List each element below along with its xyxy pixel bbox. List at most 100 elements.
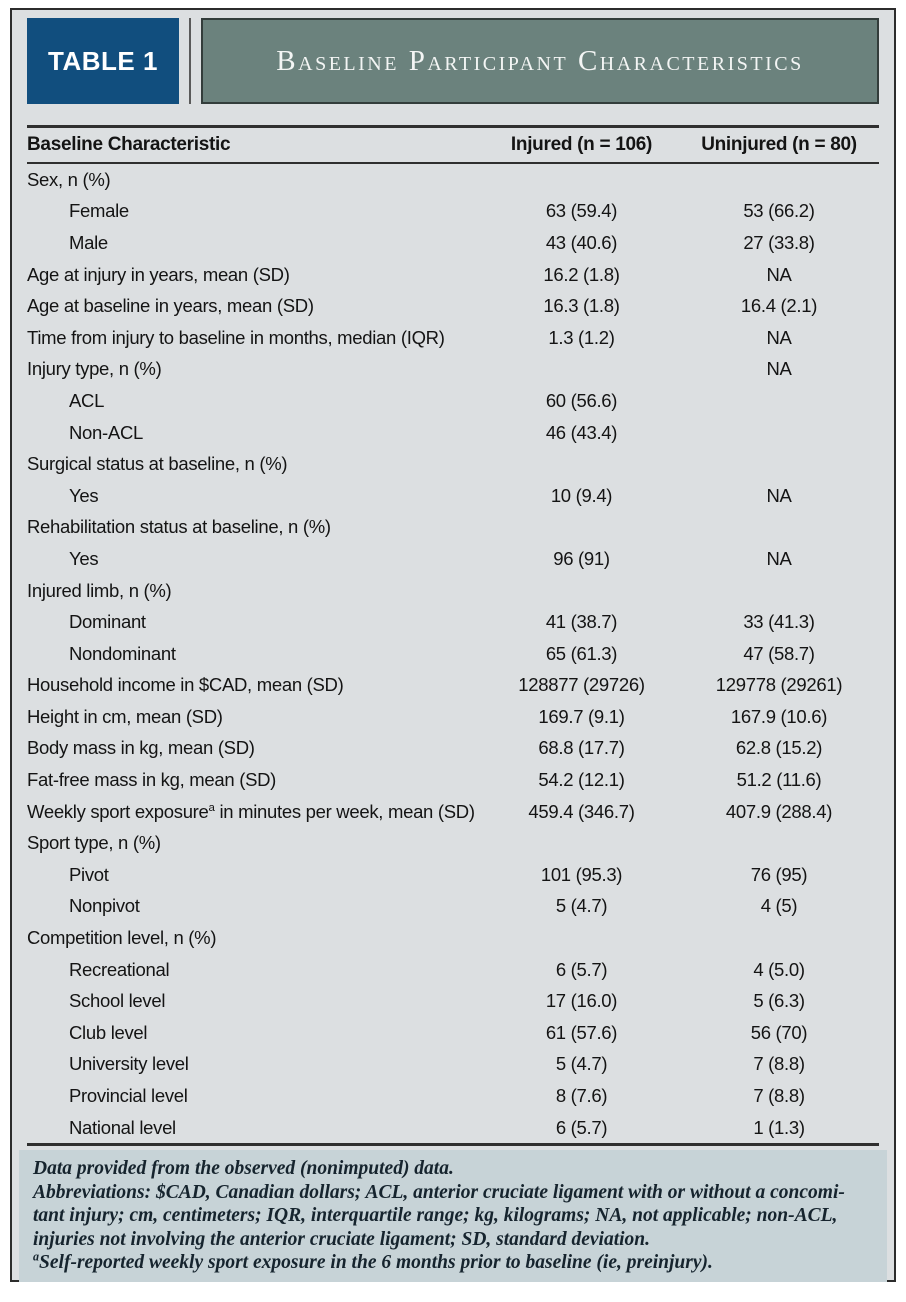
table-row: Sex, n (%) (27, 164, 879, 196)
table-row: Height in cm, mean (SD) 169.7 (9.1) 167.9 … (27, 701, 879, 733)
table-row: ACL 60 (56.6) (27, 385, 879, 417)
uninjured-value: 1 (1.3) (753, 1116, 805, 1138)
column-header-injured: Injured (n = 106) (510, 134, 653, 155)
table-row: Dominant 41 (38.7) 33 (41.3) (27, 606, 879, 638)
injured-value: 5 (4.7) (555, 895, 608, 917)
table-row: Rehabilitation status at baseline, n (%) (27, 512, 879, 544)
table-row: Age at baseline in years, mean (SD) 16.3 … (27, 290, 879, 322)
superscript-marker: a (33, 1249, 40, 1264)
uninjured-value: 7 (8.8) (753, 1053, 805, 1075)
table-row: Provincial level 8 (7.6) 7 (8.8) (27, 1080, 879, 1112)
row-label: University level (69, 1053, 189, 1075)
uninjured-value: 4 (5) (760, 895, 798, 917)
uninjured-value: 27 (33.8) (743, 231, 815, 253)
table-row: Age at injury in years, mean (SD) 16.2 (1… (27, 259, 879, 291)
footnote-line: injuries not involving the anterior cruc… (33, 1228, 651, 1250)
injured-value: 16.2 (1.8) (543, 263, 620, 285)
injured-value: 5 (4.7) (555, 1053, 608, 1075)
uninjured-value: NA (766, 326, 792, 348)
injured-value: 1.3 (1.2) (548, 326, 615, 348)
uninjured-value: NA (766, 484, 792, 506)
uninjured-value: 76 (95) (750, 863, 808, 885)
injured-value: 128877 (29726) (518, 674, 645, 696)
row-label: Dominant (69, 611, 146, 633)
uninjured-value: 4 (5.0) (753, 958, 805, 980)
table-row: Nondominant 65 (61.3) 47 (58.7) (27, 638, 879, 670)
row-label: ACL (69, 389, 105, 411)
row-label: Yes (69, 484, 99, 506)
injured-value: 65 (61.3) (545, 642, 618, 664)
table-row: Recreational 6 (5.7) 4 (5.0) (27, 954, 879, 986)
uninjured-value: NA (766, 263, 792, 285)
injured-value: 10 (9.4) (550, 484, 613, 506)
table-row: Household income in $CAD, mean (SD) 12887… (27, 670, 879, 702)
table-row: Injury type, n (%) NA (27, 354, 879, 386)
row-label: Height in cm, mean (SD) (27, 705, 223, 727)
table-number-badge: TABLE 1 (27, 18, 179, 104)
table-row: Time from injury to baseline in months, … (27, 322, 879, 354)
table-title: Baseline Participant Characteristics (201, 18, 879, 104)
row-label: Yes (69, 547, 99, 569)
row-label: Non-ACL (69, 421, 143, 443)
injured-value: 8 (7.6) (555, 1085, 608, 1107)
table-row: Sport type, n (%) (27, 827, 879, 859)
uninjured-value: 51.2 (11.6) (736, 769, 822, 791)
injured-value: 41 (38.7) (545, 611, 618, 633)
table-header: TABLE 1 Baseline Participant Characteris… (27, 18, 879, 104)
uninjured-value: 5 (6.3) (753, 990, 805, 1012)
footnotes-box: Data provided from the observed (nonimpu… (19, 1150, 887, 1282)
bottom-rule (27, 1143, 879, 1147)
row-label: Age at injury in years, mean (SD) (27, 263, 290, 285)
table-row: Fat-free mass in kg, mean (SD) 54.2 (12.1… (27, 764, 879, 796)
row-label: Sex, n (%) (27, 168, 111, 190)
row-label: National level (69, 1116, 176, 1138)
top-rule (27, 125, 879, 128)
row-label: Club level (69, 1021, 148, 1043)
table-row: Pivot 101 (95.3) 76 (95) (27, 859, 879, 891)
uninjured-value: 7 (8.8) (753, 1085, 805, 1107)
table-row: Yes 10 (9.4) NA (27, 480, 879, 512)
table-row: Surgical status at baseline, n (%) (27, 448, 879, 480)
injured-value: 68.8 (17.7) (538, 737, 625, 759)
row-label: Household income in $CAD, mean (SD) (27, 674, 344, 696)
injured-value: 16.3 (1.8) (543, 295, 620, 317)
table-row: Injured limb, n (%) (27, 575, 879, 607)
footnote-line: Data provided from the observed (nonimpu… (33, 1158, 454, 1180)
uninjured-value: 33 (41.3) (743, 611, 815, 633)
uninjured-value: 53 (66.2) (743, 200, 815, 222)
row-label: Weekly sport exposurea in minutes per we… (27, 800, 475, 822)
footnote-line: Abbreviations: $CAD, Canadian dollars; A… (33, 1181, 845, 1203)
table-row: Male 43 (40.6) 27 (33.8) (27, 227, 879, 259)
row-label: Time from injury to baseline in months, … (27, 326, 445, 348)
table-row: Yes 96 (91) NA (27, 543, 879, 575)
injured-value: 6 (5.7) (555, 1116, 608, 1138)
table-panel: TABLE 1 Baseline Participant Characteris… (10, 8, 896, 1282)
row-label: Body mass in kg, mean (SD) (27, 737, 255, 759)
row-label: Competition level, n (%) (27, 927, 217, 949)
injured-value: 43 (40.6) (545, 231, 618, 253)
row-label: Female (69, 200, 129, 222)
row-label: Nondominant (69, 642, 176, 664)
table-body: Sex, n (%) Female 63 (59.4) 53 (66.2) Male 43… (27, 164, 879, 1143)
injured-value: 96 (91) (553, 547, 610, 569)
superscript-marker: a (208, 801, 215, 814)
injured-value: 101 (95.3) (540, 863, 623, 885)
column-header-uninjured: Uninjured (n = 80) (701, 134, 857, 155)
table-row: University level 5 (4.7) 7 (8.8) (27, 1049, 879, 1081)
uninjured-value: 47 (58.7) (743, 642, 815, 664)
row-label: Age at baseline in years, mean (SD) (27, 295, 314, 317)
table-row: School level 17 (16.0) 5 (6.3) (27, 985, 879, 1017)
uninjured-value: 167.9 (10.6) (730, 705, 828, 727)
row-label: Injury type, n (%) (27, 358, 162, 380)
column-header-characteristic: Baseline Characteristic (27, 134, 231, 155)
column-header-rule (27, 162, 879, 164)
row-label: Provincial level (69, 1085, 188, 1107)
injured-value: 60 (56.6) (545, 389, 618, 411)
row-label: Surgical status at baseline, n (%) (27, 453, 288, 475)
row-label: Fat-free mass in kg, mean (SD) (27, 769, 277, 791)
uninjured-value: 16.4 (2.1) (740, 295, 818, 317)
table-row: National level 6 (5.7) 1 (1.3) (27, 1112, 879, 1144)
uninjured-value: 56 (70) (750, 1021, 808, 1043)
injured-value: 459.4 (346.7) (528, 800, 635, 822)
